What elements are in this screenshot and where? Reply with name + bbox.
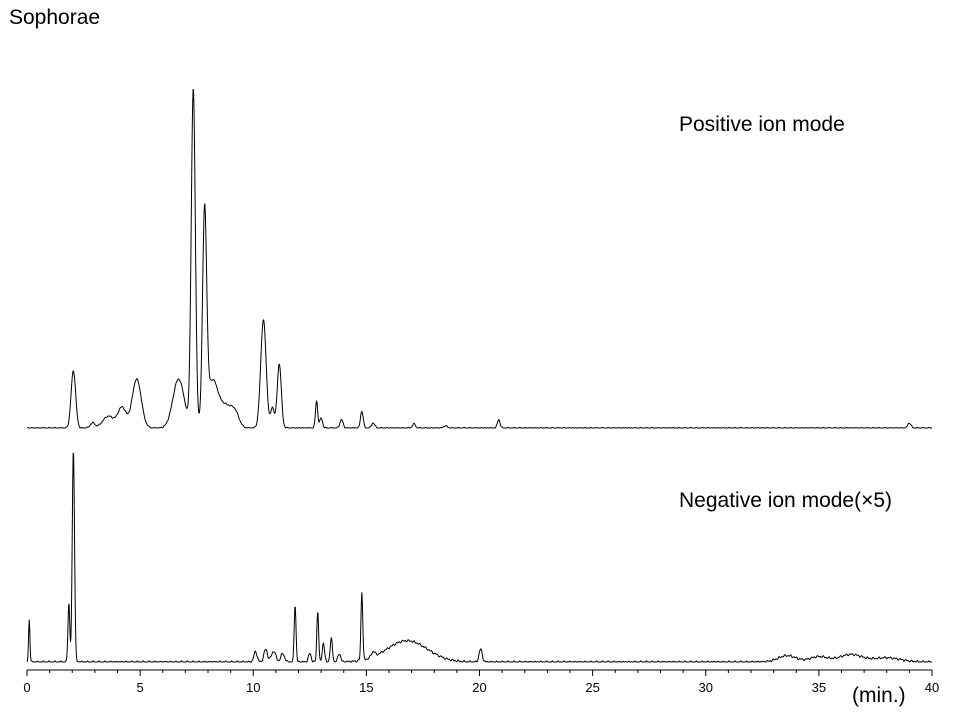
x-tick-label: 30	[699, 680, 713, 695]
x-tick-label: 10	[246, 680, 260, 695]
x-tick-label: 5	[137, 680, 144, 695]
chart-title: Sophorae	[9, 6, 101, 29]
x-tick-label: 35	[812, 680, 826, 695]
x-tick-label: 20	[472, 680, 486, 695]
positive-ion-trace	[26, 88, 933, 429]
positive-trace-label: Positive ion mode	[679, 113, 845, 136]
x-axis-unit-label: (min.)	[852, 684, 906, 707]
x-tick-label: 0	[23, 680, 30, 695]
x-tick-label: 15	[359, 680, 373, 695]
x-tick-label: 40	[925, 680, 939, 695]
x-tick-label: 25	[585, 680, 599, 695]
negative-trace-label: Negative ion mode(×5)	[679, 489, 893, 512]
negative-ion-trace	[26, 452, 933, 663]
